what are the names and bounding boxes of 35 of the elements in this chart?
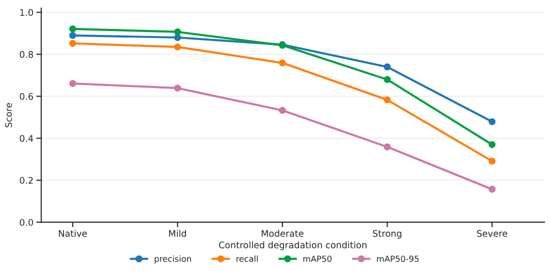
legend-label: recall [236,255,258,262]
y-tick-label: 0.6 [20,93,34,100]
point [174,84,182,92]
point [384,63,391,70]
legend-label: precision [154,255,191,264]
x-tick-label: Severe [477,230,508,237]
x-tick-label: Mild [169,230,186,237]
point [488,158,496,165]
y-tick-label: 1.0 [20,9,34,16]
legend-label: mAP50-95 [377,256,419,262]
point [488,118,496,126]
point [69,80,76,87]
point [174,34,182,41]
x-tick-label: Native [58,230,87,237]
point [384,143,391,150]
point [69,25,76,32]
legend-label: mAP50 [303,256,332,262]
y-tick-label: 0.2 [20,176,33,184]
point [488,141,496,148]
x-tick-label: Strong [372,230,402,239]
point [174,28,182,36]
point [488,186,496,193]
y-tick-label: 0.0 [20,218,34,226]
point [69,40,76,47]
x-tick-label: Moderate [262,230,304,237]
point [174,43,182,50]
point [278,106,286,114]
y-axis-title: Score [5,103,12,128]
x-axis-title: Controlled degradation condition [219,241,366,250]
y-tick-label: 0.8 [20,51,33,58]
point [69,32,76,39]
point [278,59,286,66]
point [384,96,391,104]
point [384,76,391,83]
y-tick-label: 0.4 [20,134,34,142]
